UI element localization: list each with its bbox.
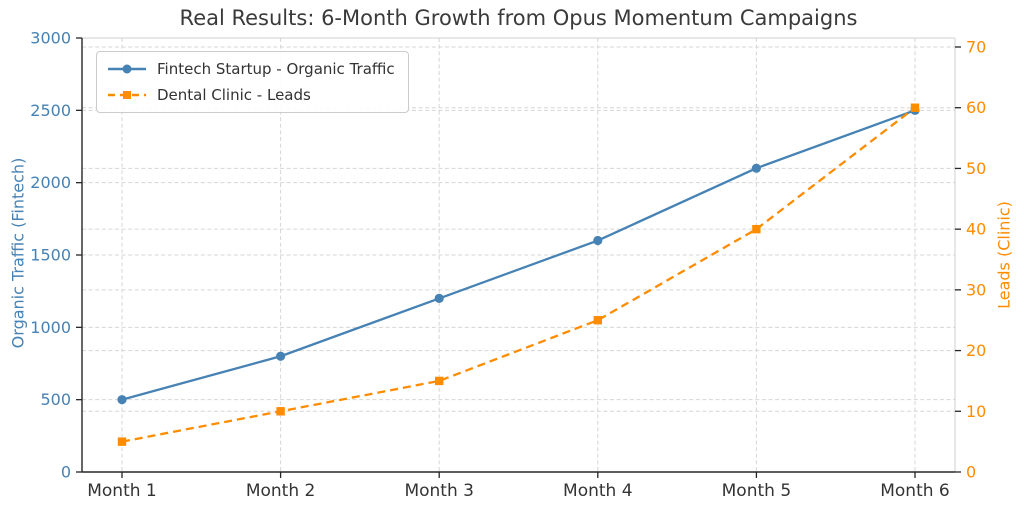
svg-text:70: 70 bbox=[966, 38, 986, 57]
svg-text:30: 30 bbox=[966, 280, 986, 299]
svg-text:50: 50 bbox=[966, 159, 986, 178]
svg-text:3000: 3000 bbox=[30, 29, 71, 48]
svg-text:Month 2: Month 2 bbox=[246, 481, 316, 501]
svg-text:60: 60 bbox=[966, 98, 986, 117]
legend-item-fintech: Fintech Startup - Organic Traffic bbox=[107, 60, 395, 78]
svg-text:Month 4: Month 4 bbox=[563, 481, 633, 501]
legend-item-dental: Dental Clinic - Leads bbox=[107, 86, 395, 104]
svg-text:Month 6: Month 6 bbox=[880, 481, 950, 501]
svg-text:500: 500 bbox=[40, 390, 71, 409]
svg-text:10: 10 bbox=[966, 402, 986, 421]
dashed-line-square-marker-icon bbox=[108, 91, 146, 99]
chart-title: Real Results: 6-Month Growth from Opus M… bbox=[179, 6, 858, 30]
svg-text:1000: 1000 bbox=[30, 318, 71, 337]
legend-label-fintech: Fintech Startup - Organic Traffic bbox=[157, 60, 395, 78]
svg-text:40: 40 bbox=[966, 220, 986, 239]
svg-text:Month 3: Month 3 bbox=[404, 481, 474, 501]
svg-text:2500: 2500 bbox=[30, 101, 71, 120]
svg-text:0: 0 bbox=[966, 463, 976, 482]
svg-text:0: 0 bbox=[61, 463, 71, 482]
solid-line-circle-marker-icon bbox=[108, 64, 146, 74]
svg-text:Month 1: Month 1 bbox=[87, 481, 157, 501]
legend: Fintech Startup - Organic Traffic Dental… bbox=[96, 51, 409, 113]
svg-text:Month 5: Month 5 bbox=[722, 481, 792, 501]
svg-text:1500: 1500 bbox=[30, 246, 71, 265]
svg-text:20: 20 bbox=[966, 341, 986, 360]
svg-text:2000: 2000 bbox=[30, 173, 71, 192]
legend-label-dental: Dental Clinic - Leads bbox=[157, 86, 311, 104]
